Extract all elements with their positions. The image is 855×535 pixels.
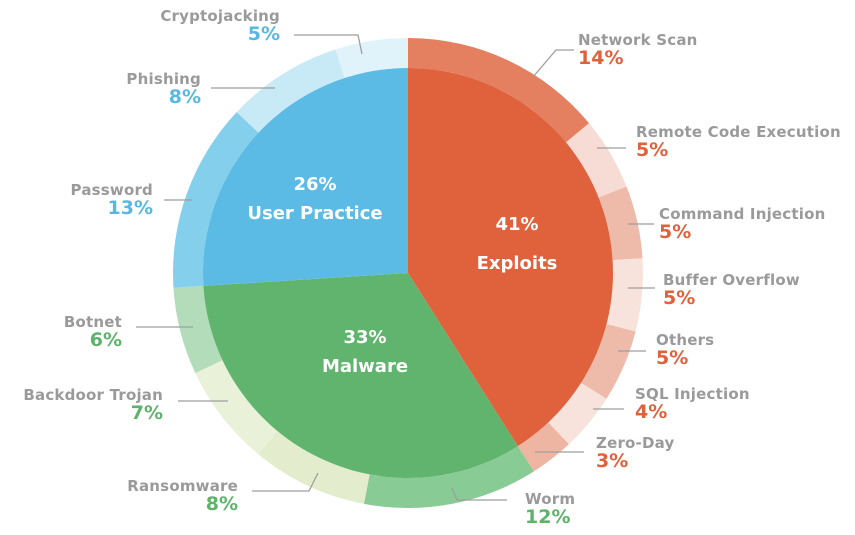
inner-label-exploits: 41% Exploits <box>462 214 572 274</box>
outer-slice-others <box>581 323 636 399</box>
label-remote-code-execution: Remote Code Execution 5% <box>636 123 841 161</box>
label-worm: Worm 12% <box>525 490 576 528</box>
leader-worm <box>451 487 507 501</box>
label-network-scan: Network Scan 14% <box>578 31 698 69</box>
label-ransomware: Ransomware 8% <box>127 477 238 515</box>
inner-slice-malware <box>203 273 518 478</box>
outer-slice-backdoor-trojan <box>195 360 278 455</box>
leader-cryptojacking <box>294 34 363 55</box>
outer-ring <box>173 38 643 508</box>
user-practice-name: User Practice <box>247 203 383 224</box>
outer-slice-remote-code-execution <box>565 123 627 198</box>
outer-slice-phishing <box>236 49 345 133</box>
leader-network-scan <box>532 49 574 78</box>
inner-label-user-practice: 26% User Practice <box>230 174 400 224</box>
inner-slice-user-practice <box>203 68 408 286</box>
inner-label-malware: 33% Malware <box>300 327 430 377</box>
label-phishing: Phishing 8% <box>126 70 201 108</box>
label-zero-day: Zero-Day 3% <box>596 434 675 472</box>
user-practice-percent: 26% <box>293 174 337 195</box>
outer-slice-network-scan <box>408 38 590 143</box>
outer-slice-sql-injection <box>548 382 607 445</box>
label-others: Others 5% <box>656 331 715 369</box>
leader-lines <box>136 34 655 501</box>
label-buffer-overflow: Buffer Overflow 5% <box>663 271 800 309</box>
label-cryptojacking: Cryptojacking 5% <box>160 7 280 45</box>
label-sql-injection: SQL Injection 4% <box>635 385 750 423</box>
outer-slice-worm <box>363 446 534 508</box>
outer-slice-cryptojacking <box>335 38 408 79</box>
outer-slice-buffer-overflow <box>606 258 643 332</box>
malware-percent: 33% <box>343 327 387 348</box>
outer-slice-ransomware <box>258 430 370 504</box>
exploits-name: Exploits <box>476 253 558 274</box>
outer-slice-botnet <box>173 285 223 374</box>
label-command-injection: Command Injection 5% <box>659 205 826 243</box>
outer-slice-command-injection <box>598 186 643 261</box>
label-botnet: Botnet 6% <box>63 313 122 351</box>
inner-pie <box>203 68 613 478</box>
malware-name: Malware <box>321 356 409 377</box>
exploits-percent: 41% <box>495 214 539 235</box>
label-password: Password 13% <box>70 181 153 219</box>
label-backdoor-trojan: Backdoor Trojan 7% <box>23 386 163 424</box>
outer-slice-password <box>173 112 259 288</box>
inner-slice-exploits <box>408 68 613 447</box>
leader-ransomware <box>252 472 319 492</box>
outer-slice-zero-day <box>517 422 569 472</box>
